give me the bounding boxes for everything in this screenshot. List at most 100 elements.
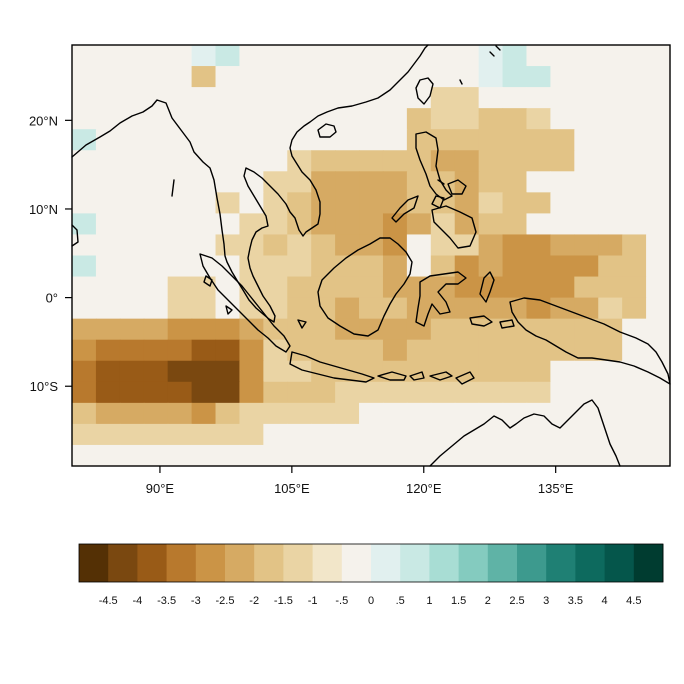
grid-cell [598, 192, 623, 214]
grid-cell [454, 255, 480, 278]
grid-cell [478, 192, 504, 214]
grid-cell [382, 360, 408, 383]
grid-cell [167, 171, 193, 193]
grid-cell [167, 150, 193, 172]
grid-cell [263, 108, 288, 130]
lat-tick-label: 20°N [29, 113, 58, 128]
grid-cell [646, 66, 671, 88]
grid-cell [406, 150, 432, 172]
grid-cell [191, 45, 217, 67]
grid-cell [143, 108, 169, 130]
grid-cell [191, 87, 217, 109]
map-frame [71, 44, 671, 467]
grid-cell [430, 255, 456, 278]
grid-cell [143, 171, 169, 193]
grid-cell [646, 339, 671, 362]
grid-cell [119, 171, 145, 193]
latitude-axis: 20°N 10°N 0° 10°S [29, 113, 72, 394]
grid-cell [598, 66, 623, 88]
grid-cell [646, 444, 671, 467]
colorbar-label: 3.5 [568, 595, 583, 607]
grid-cell [119, 234, 145, 257]
grid-cell [430, 444, 456, 467]
grid-cell [191, 234, 217, 257]
grid-cell [311, 129, 336, 151]
grid-cell [119, 297, 145, 320]
grid-cell [167, 297, 193, 320]
grid-cell [167, 318, 193, 341]
grid-cell [263, 150, 288, 172]
grid-cell [239, 45, 264, 67]
grid-cell [263, 171, 288, 193]
grid-cell [311, 297, 336, 320]
grid-cell [550, 129, 575, 151]
grid-cell [598, 234, 623, 257]
grid-cell [335, 129, 360, 151]
grid-cell [430, 213, 456, 236]
grid-cell [72, 234, 97, 257]
grid-cell [191, 66, 217, 88]
grid-cell [215, 444, 241, 467]
grid-cell [406, 255, 432, 278]
grid-cell [550, 444, 575, 467]
grid-cell [359, 318, 384, 341]
grid-cell [287, 108, 312, 130]
grid-cell [646, 318, 671, 341]
grid-cell [287, 192, 312, 214]
grid-cell [215, 255, 241, 278]
grid-cell [622, 339, 647, 362]
grid-cell [72, 423, 97, 446]
grid-cell [167, 108, 193, 130]
grid-cell [550, 381, 575, 404]
grid-cell [239, 381, 264, 404]
grid-cell [454, 66, 480, 88]
grid-cell [430, 150, 456, 172]
grid-cell [359, 129, 384, 151]
grid-cell [430, 66, 456, 88]
grid-cell [191, 129, 217, 151]
grid-cell [311, 87, 336, 109]
colorbar-swatch [546, 544, 576, 582]
grid-cell [382, 108, 408, 130]
grid-cell [382, 444, 408, 467]
grid-cell [239, 129, 264, 151]
grid-cell [430, 45, 456, 67]
grid-cell [215, 45, 241, 67]
grid-cell [406, 339, 432, 362]
grid-cell [359, 360, 384, 383]
grid-cell [454, 171, 480, 193]
grid-cell [119, 381, 145, 404]
grid-cell [287, 213, 312, 236]
grid-cell [72, 192, 97, 214]
colorbar-label: -2 [249, 595, 259, 607]
grid-cell [143, 150, 169, 172]
grid-cell [382, 402, 408, 425]
grid-cell [167, 276, 193, 299]
colorbar-swatch [283, 544, 313, 582]
grid-cell [382, 297, 408, 320]
grid-cell [263, 444, 288, 467]
grid-cell [167, 234, 193, 257]
grid-cell [622, 444, 647, 467]
grid-cell [263, 402, 288, 425]
grid-cell [430, 108, 456, 130]
colorbar-label: 0 [368, 595, 374, 607]
grid-cell [526, 402, 551, 425]
grid-cell [454, 213, 480, 236]
colorbar-swatch [195, 544, 226, 582]
grid-cell [478, 360, 504, 383]
grid-cell [382, 381, 408, 404]
grid-cell [239, 297, 264, 320]
colorbar-swatch [341, 544, 372, 582]
grid-cell [526, 108, 551, 130]
grid-cell [574, 444, 599, 467]
grid-cell [335, 171, 360, 193]
grid-cell [335, 360, 360, 383]
grid-cell [574, 318, 599, 341]
grid-cell [478, 150, 504, 172]
grid-cell [167, 45, 193, 67]
grid-cell [335, 444, 360, 467]
grid-cell [550, 171, 575, 193]
grid-cell [454, 444, 480, 467]
colorbar-label: -4.5 [99, 595, 118, 607]
